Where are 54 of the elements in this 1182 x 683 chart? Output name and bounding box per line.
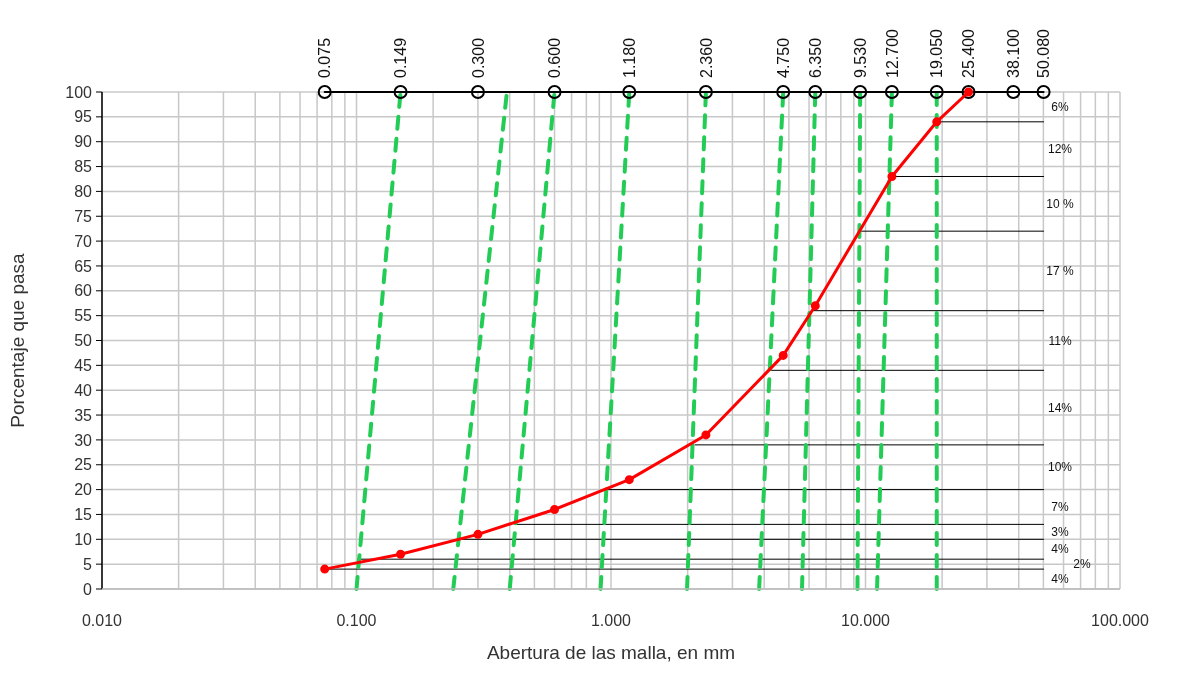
y-tick-label: 80 — [74, 183, 93, 200]
y-tick-label: 95 — [74, 108, 93, 126]
annotation: 0.149 — [392, 37, 410, 78]
annotation: 10 % — [1046, 197, 1074, 212]
annotation: 12.700 — [883, 28, 901, 78]
x-tick-label: 1.000 — [590, 612, 632, 629]
y-tick-label: 45 — [74, 356, 93, 374]
annotation: 3% — [1051, 525, 1069, 540]
annotation: 0.075 — [316, 37, 334, 78]
y-tick-label: 90 — [74, 133, 93, 151]
x-tick-label: 0.010 — [81, 612, 123, 629]
annotation: 11% — [1048, 333, 1072, 348]
annotation: 0.600 — [546, 37, 564, 78]
y-tick-label: 5 — [83, 555, 93, 573]
annotation: 4% — [1051, 542, 1069, 557]
annotation: 9.530 — [851, 37, 869, 78]
annotation: 17 % — [1046, 264, 1074, 279]
x-tick-label: 10.000 — [841, 612, 891, 629]
y-tick-label: 65 — [74, 257, 93, 275]
annotation: 6.350 — [806, 37, 824, 78]
y-tick-label: 85 — [74, 158, 93, 176]
y-tick-label: 75 — [74, 207, 93, 225]
annotation: 4.750 — [774, 37, 792, 78]
annotation: 19.050 — [928, 28, 946, 78]
y-tick-label: 60 — [74, 282, 93, 300]
annotation: 12% — [1047, 142, 1073, 157]
y-tick-label: 100 — [65, 83, 93, 101]
annotation: 4% — [1051, 572, 1069, 587]
y-tick-label: 0 — [83, 580, 93, 598]
annotation: 1.180 — [620, 37, 638, 78]
x-tick-label: 0.100 — [336, 612, 377, 629]
y-tick-label: 10 — [74, 530, 93, 548]
y-tick-label: 25 — [74, 456, 93, 474]
annotation: 10% — [1047, 460, 1073, 475]
annotation: 7% — [1051, 500, 1069, 515]
x-tick-label: 100.000 — [1091, 612, 1150, 629]
annotation: 0.300 — [469, 37, 487, 78]
annotation: 2% — [1073, 557, 1091, 572]
y-tick-label: 20 — [74, 481, 93, 499]
annotation: 14% — [1047, 400, 1073, 415]
y-tick-label: 15 — [74, 506, 93, 524]
y-tick-label: 40 — [74, 381, 93, 399]
annotation: 25.400 — [960, 28, 978, 78]
y-tick-label: 30 — [74, 431, 93, 449]
x-axis-title: Abertura de las malla, en mm — [486, 642, 736, 663]
y-tick-label: 50 — [74, 332, 93, 350]
annotation: 2.360 — [697, 37, 715, 78]
y-tick-label: 35 — [74, 406, 93, 424]
y-tick-label: 55 — [74, 307, 93, 325]
y-tick-label: 70 — [74, 232, 93, 250]
annotation: 50.080 — [1035, 28, 1053, 78]
annotation: 38.100 — [1004, 28, 1022, 78]
y-axis-title: Porcentaje que pasa — [7, 252, 28, 428]
annotation: 6% — [1051, 100, 1069, 115]
